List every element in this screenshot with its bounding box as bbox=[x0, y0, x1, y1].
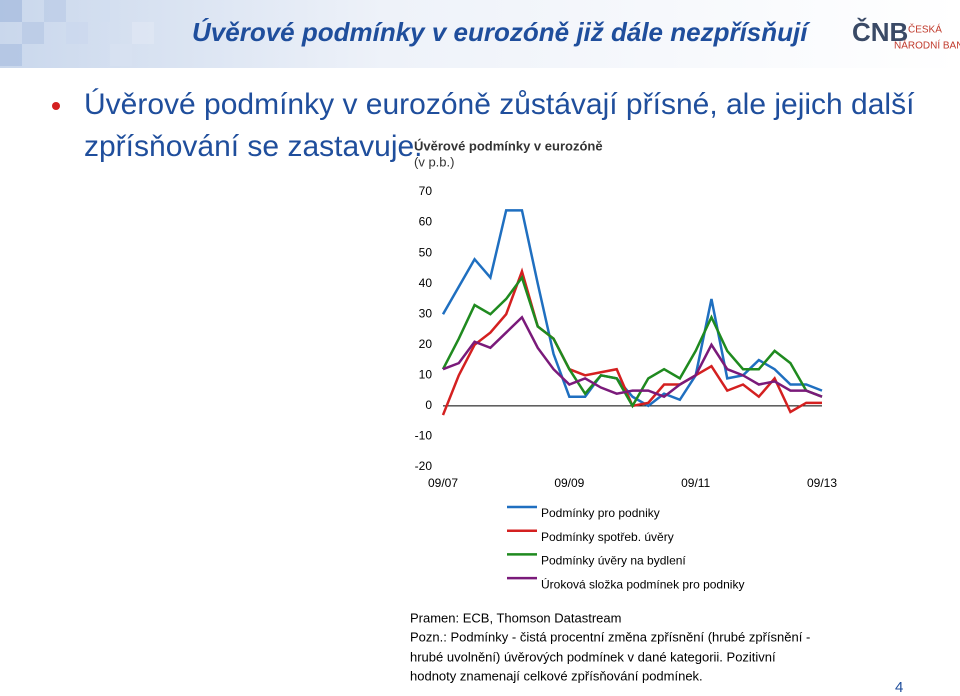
note: hrubé uvolnění) úvěrových podmínek v dan… bbox=[410, 649, 776, 664]
legend-label: Úroková složka podmínek pro podniky bbox=[541, 576, 744, 591]
y-tick-label: 50 bbox=[419, 245, 433, 259]
legend-label: Podmínky spotřeb. úvěry bbox=[541, 530, 674, 544]
x-tick-label: 09/09 bbox=[554, 476, 584, 490]
header-mosaic bbox=[0, 0, 154, 66]
x-tick-label: 09/11 bbox=[681, 476, 710, 490]
y-tick-label: 40 bbox=[419, 276, 433, 290]
y-tick-label: 10 bbox=[419, 368, 433, 382]
bullet-text: zpřísňování se zastavuje. bbox=[84, 130, 423, 163]
series-line bbox=[441, 209, 823, 408]
bullet-dot bbox=[52, 102, 60, 110]
y-tick-label: -10 bbox=[415, 429, 433, 443]
x-tick-label: 09/13 bbox=[807, 476, 837, 490]
series-line bbox=[441, 274, 823, 409]
y-tick-label: 30 bbox=[419, 306, 433, 320]
legend-label: Podmínky úvěry na bydlení bbox=[541, 554, 686, 568]
source: Pramen: ECB, Thomson Datastream bbox=[410, 610, 621, 625]
chart-title: Úvěrové podmínky v eurozóně bbox=[414, 138, 603, 153]
y-tick-label: -20 bbox=[415, 459, 433, 473]
y-tick-label: 0 bbox=[425, 398, 432, 412]
y-tick-label: 60 bbox=[419, 215, 433, 229]
legend-label: Podmínky pro podniky bbox=[541, 506, 660, 520]
header-band bbox=[0, 0, 960, 68]
y-tick-label: 20 bbox=[419, 337, 433, 351]
bullet-text: Úvěrové podmínky v eurozóně zůstávají př… bbox=[84, 88, 915, 121]
series-line bbox=[442, 315, 823, 399]
page-number: 4 bbox=[895, 679, 903, 696]
x-tick-label: 09/07 bbox=[428, 476, 458, 490]
logo-text: NÁRODNÍ BANKA bbox=[894, 39, 960, 52]
note: hodnoty znamenají celkové zpřísňování po… bbox=[410, 668, 703, 683]
logo-mark: ČNB bbox=[852, 17, 908, 47]
slide-title: Úvěrové podmínky v eurozóně již dále nez… bbox=[192, 17, 810, 47]
logo: ČNB ČESKÁ NÁRODNÍ BANKA bbox=[852, 17, 960, 52]
chart-subtitle: (v p.b.) bbox=[414, 154, 454, 169]
series-line bbox=[441, 267, 822, 416]
y-tick-label: 70 bbox=[419, 184, 433, 198]
logo-text: ČESKÁ bbox=[908, 23, 942, 36]
note: Pozn.: Podmínky - čistá procentní změna … bbox=[410, 629, 810, 644]
